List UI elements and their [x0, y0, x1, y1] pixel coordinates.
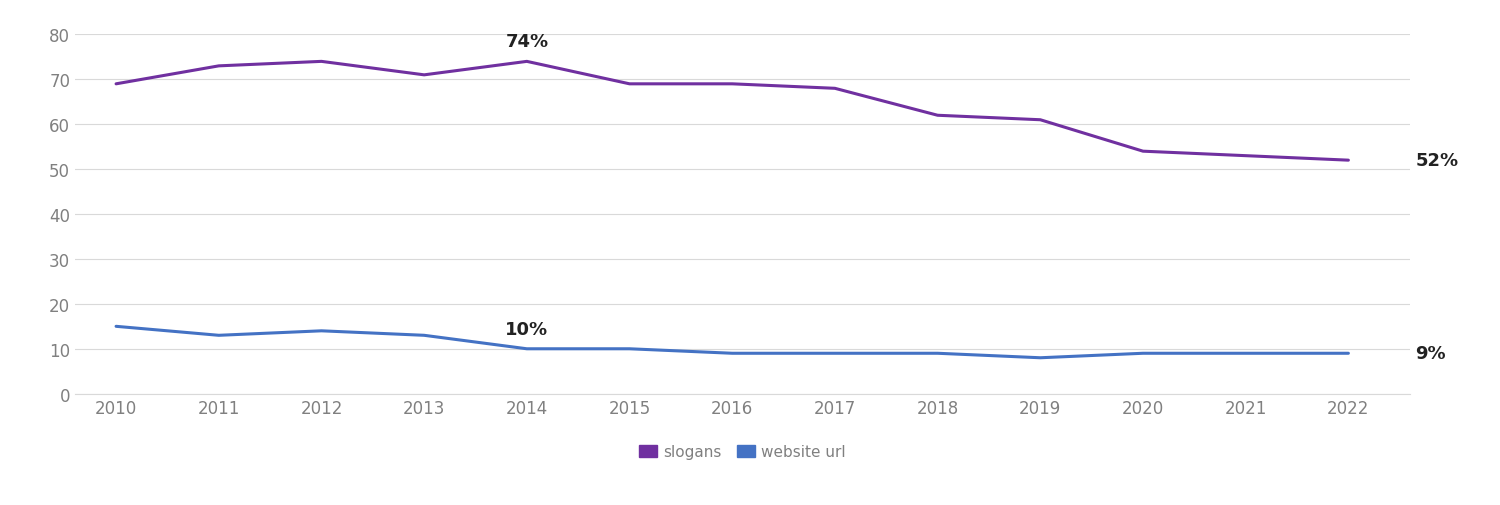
- website url: [1134, 350, 1152, 357]
- slogans: [1032, 118, 1050, 124]
- website url: [312, 328, 330, 334]
- website url: [827, 350, 844, 357]
- website url: [621, 346, 639, 352]
- website url: [723, 350, 741, 357]
- website url: [1032, 355, 1050, 361]
- slogans: [518, 59, 536, 65]
- website url: [1340, 350, 1358, 357]
- website url: [518, 346, 536, 352]
- website url: [106, 324, 124, 330]
- Text: 52%: 52%: [1414, 152, 1458, 170]
- slogans: [827, 86, 844, 92]
- Legend: slogans, website url: slogans, website url: [633, 438, 852, 465]
- Text: 10%: 10%: [506, 320, 549, 338]
- website url: [1236, 350, 1254, 357]
- slogans: [928, 113, 946, 119]
- Line: slogans: slogans: [116, 62, 1348, 161]
- Text: 74%: 74%: [506, 33, 549, 51]
- slogans: [1236, 154, 1254, 160]
- Text: 9%: 9%: [1414, 344, 1446, 363]
- slogans: [1134, 149, 1152, 155]
- slogans: [723, 82, 741, 88]
- slogans: [210, 64, 228, 70]
- slogans: [621, 82, 639, 88]
- website url: [416, 333, 434, 339]
- Line: website url: website url: [116, 327, 1348, 358]
- slogans: [312, 59, 330, 65]
- slogans: [106, 82, 124, 88]
- slogans: [1340, 158, 1358, 164]
- website url: [928, 350, 946, 357]
- website url: [210, 333, 228, 339]
- slogans: [416, 73, 434, 79]
